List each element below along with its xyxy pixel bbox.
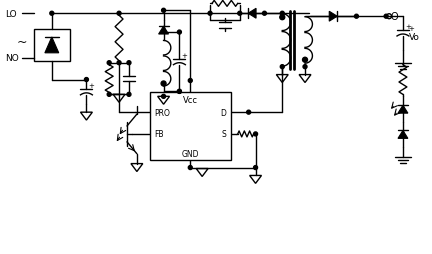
Text: O: O bbox=[390, 12, 398, 22]
Circle shape bbox=[178, 90, 181, 94]
Text: +: + bbox=[89, 83, 94, 89]
Text: PRO: PRO bbox=[155, 108, 171, 117]
Circle shape bbox=[162, 95, 165, 99]
Circle shape bbox=[355, 15, 359, 19]
Text: LO: LO bbox=[5, 10, 17, 19]
Circle shape bbox=[178, 90, 181, 94]
Text: GND: GND bbox=[181, 150, 199, 158]
Circle shape bbox=[280, 12, 284, 16]
Circle shape bbox=[208, 12, 212, 16]
Circle shape bbox=[384, 15, 388, 19]
Bar bbox=[150, 93, 231, 160]
Text: S: S bbox=[221, 130, 226, 139]
Circle shape bbox=[84, 78, 89, 82]
Polygon shape bbox=[329, 12, 337, 22]
Bar bbox=[34, 30, 70, 61]
Text: ~: ~ bbox=[16, 35, 27, 48]
Circle shape bbox=[188, 79, 192, 83]
Circle shape bbox=[247, 111, 251, 115]
Polygon shape bbox=[248, 9, 256, 19]
Circle shape bbox=[50, 12, 54, 16]
Circle shape bbox=[117, 61, 121, 66]
Circle shape bbox=[107, 93, 111, 97]
Circle shape bbox=[303, 66, 307, 69]
Circle shape bbox=[302, 58, 308, 63]
Circle shape bbox=[107, 61, 111, 66]
Circle shape bbox=[238, 12, 242, 16]
Text: +: + bbox=[181, 53, 187, 58]
Circle shape bbox=[178, 31, 181, 35]
Text: Vo: Vo bbox=[409, 33, 420, 42]
Circle shape bbox=[254, 166, 257, 170]
Circle shape bbox=[188, 166, 192, 170]
Circle shape bbox=[280, 16, 285, 21]
Circle shape bbox=[162, 9, 165, 13]
Circle shape bbox=[117, 12, 121, 16]
Text: FB: FB bbox=[155, 130, 164, 139]
Text: +: + bbox=[405, 24, 411, 30]
Polygon shape bbox=[398, 131, 408, 139]
Polygon shape bbox=[159, 27, 168, 35]
Circle shape bbox=[127, 61, 131, 66]
Text: Vcc: Vcc bbox=[183, 96, 198, 104]
Circle shape bbox=[254, 132, 257, 136]
Circle shape bbox=[161, 82, 166, 87]
Text: NO: NO bbox=[5, 54, 19, 63]
Text: D: D bbox=[220, 108, 226, 117]
Circle shape bbox=[127, 93, 131, 97]
Polygon shape bbox=[45, 38, 59, 54]
Polygon shape bbox=[398, 106, 408, 114]
Circle shape bbox=[280, 66, 284, 69]
Text: +: + bbox=[408, 26, 414, 32]
Circle shape bbox=[263, 12, 267, 16]
